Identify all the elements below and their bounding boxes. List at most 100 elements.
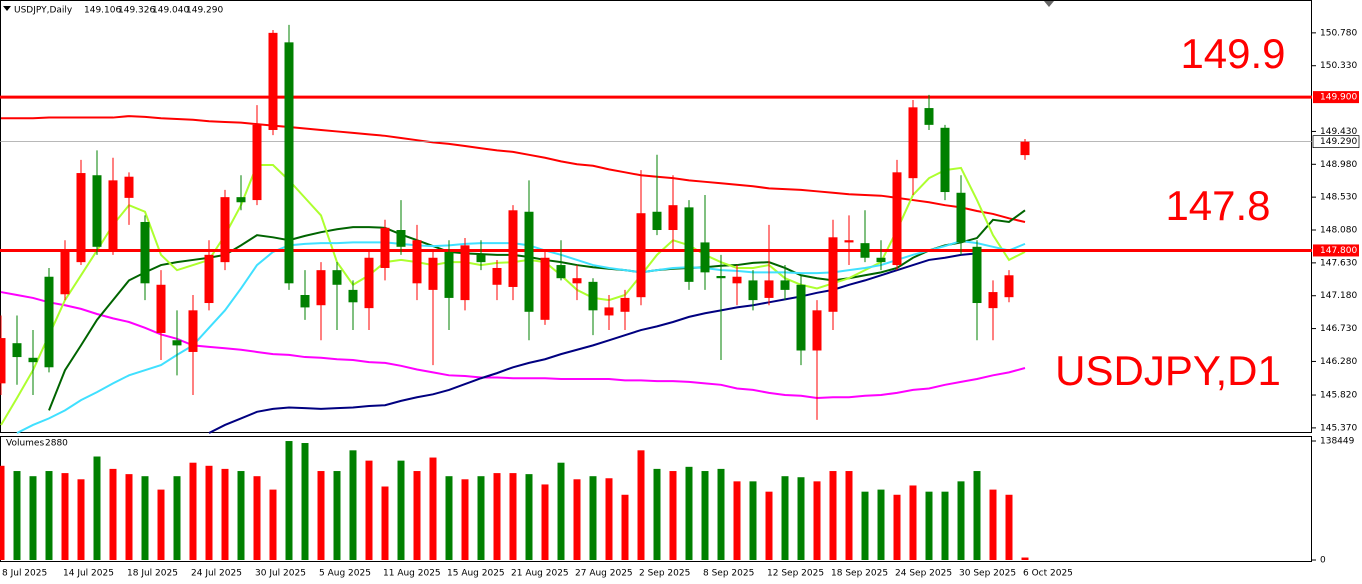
current-price-box	[1312, 135, 1360, 149]
volume-bar	[477, 476, 485, 560]
volume-bar	[749, 481, 757, 560]
volume-bar	[701, 471, 709, 560]
shift-marker	[1044, 1, 1054, 7]
y-tick-label: 150.330	[1320, 61, 1357, 71]
volume-bar	[269, 489, 277, 560]
x-tick-label: 15 Aug 2025	[447, 569, 505, 579]
volume-bar	[45, 471, 53, 560]
volume-bar	[973, 471, 981, 560]
candle-body	[188, 310, 198, 352]
volume-bar	[109, 468, 117, 560]
y-tick-label: 146.730	[1320, 324, 1357, 334]
volume-bar	[237, 471, 245, 560]
candle-body	[972, 246, 982, 304]
candle-body	[44, 276, 54, 368]
candle-body	[716, 276, 726, 279]
marks: 150.780 150.330 149.430 148.980 148.530 148.0…	[0, 24, 1360, 579]
volume-bar	[77, 479, 85, 560]
volume-bar	[221, 468, 229, 560]
candle-body	[284, 42, 294, 284]
volume-bar	[765, 491, 773, 560]
candle-body	[252, 124, 262, 201]
candle-body	[76, 173, 86, 263]
candle-body	[796, 284, 806, 351]
volume-bar	[829, 471, 837, 560]
volume-bar	[541, 484, 549, 560]
volume-title: Volumes	[6, 439, 44, 449]
x-tick-label: 8 Sep 2025	[703, 569, 754, 579]
volume-bar	[797, 477, 805, 560]
candle-body	[316, 270, 326, 306]
candle-body	[924, 108, 934, 125]
volume-bar	[397, 460, 405, 560]
volume-bar	[285, 441, 293, 560]
volume-bar	[317, 471, 325, 560]
volume-bar	[637, 450, 645, 560]
candle-body	[1020, 141, 1030, 156]
volume-bar	[685, 466, 693, 560]
volume-bar	[653, 468, 661, 560]
candle-body	[156, 284, 166, 333]
volume-bar	[781, 476, 789, 560]
x-tick-label: 30 Jul 2025	[255, 569, 306, 579]
volume-tick-label: 0	[1320, 556, 1326, 566]
x-tick-label: 6 Oct 2025	[1023, 569, 1073, 579]
y-tick-label: 148.980	[1320, 160, 1357, 170]
open-label: 149.106	[84, 6, 121, 16]
candle-body	[572, 278, 582, 284]
candle-body	[876, 257, 886, 263]
volume-bar	[125, 474, 133, 560]
high-label: 149.326	[118, 6, 155, 16]
candle-body	[108, 180, 118, 251]
volume-bar	[61, 473, 69, 560]
candle-body	[700, 242, 710, 273]
candle-body	[524, 211, 534, 312]
candle-body	[236, 197, 246, 203]
candle-body	[988, 292, 998, 309]
x-tick-label: 27 Aug 2025	[575, 569, 633, 579]
candle-body	[348, 289, 358, 303]
volume-bar	[509, 473, 517, 560]
candle-body	[668, 205, 678, 231]
candle-body	[652, 211, 662, 231]
volume-bar	[861, 491, 869, 560]
volume-bar	[141, 476, 149, 560]
volume-bar	[557, 462, 565, 560]
candle-body	[620, 297, 630, 312]
volume-bar	[0, 465, 5, 560]
volume-bar	[909, 485, 917, 560]
candle-body	[268, 32, 278, 130]
candle-body	[556, 265, 566, 279]
candle-body	[684, 207, 694, 282]
volume-bar	[205, 465, 213, 560]
x-tick-label: 18 Jul 2025	[127, 569, 178, 579]
x-tick-label: 11 Aug 2025	[383, 569, 441, 579]
x-tick-label: 14 Jul 2025	[63, 569, 114, 579]
volume-last: 2880	[45, 439, 68, 449]
x-tick-label: 30 Sep 2025	[959, 569, 1016, 579]
candle-body	[220, 197, 230, 263]
moving-average	[16, 239, 1026, 434]
candle-body	[332, 270, 342, 285]
volume-bar	[173, 476, 181, 560]
volume-bar	[13, 471, 21, 560]
candle-body	[0, 338, 6, 384]
candle-body	[460, 245, 470, 301]
y-tick-label: 150.780	[1320, 28, 1357, 38]
volume-bar	[717, 468, 725, 560]
volume-bar	[525, 474, 533, 560]
x-tick-label: 21 Aug 2025	[511, 569, 569, 579]
candle-body	[636, 213, 646, 298]
level-price-box	[1313, 244, 1359, 257]
x-tick-label: 2 Sep 2025	[639, 569, 690, 579]
volume-bar	[589, 476, 597, 560]
volume-bar	[461, 479, 469, 560]
y-tick-label: 147.180	[1320, 291, 1357, 301]
y-tick-label: 147.630	[1320, 258, 1357, 268]
candle-body	[540, 257, 550, 320]
y-tick-label: 145.370	[1320, 423, 1357, 433]
current-price-label: 149.290	[1320, 137, 1357, 147]
level-price-box	[1313, 91, 1359, 104]
candle-body	[492, 267, 502, 285]
